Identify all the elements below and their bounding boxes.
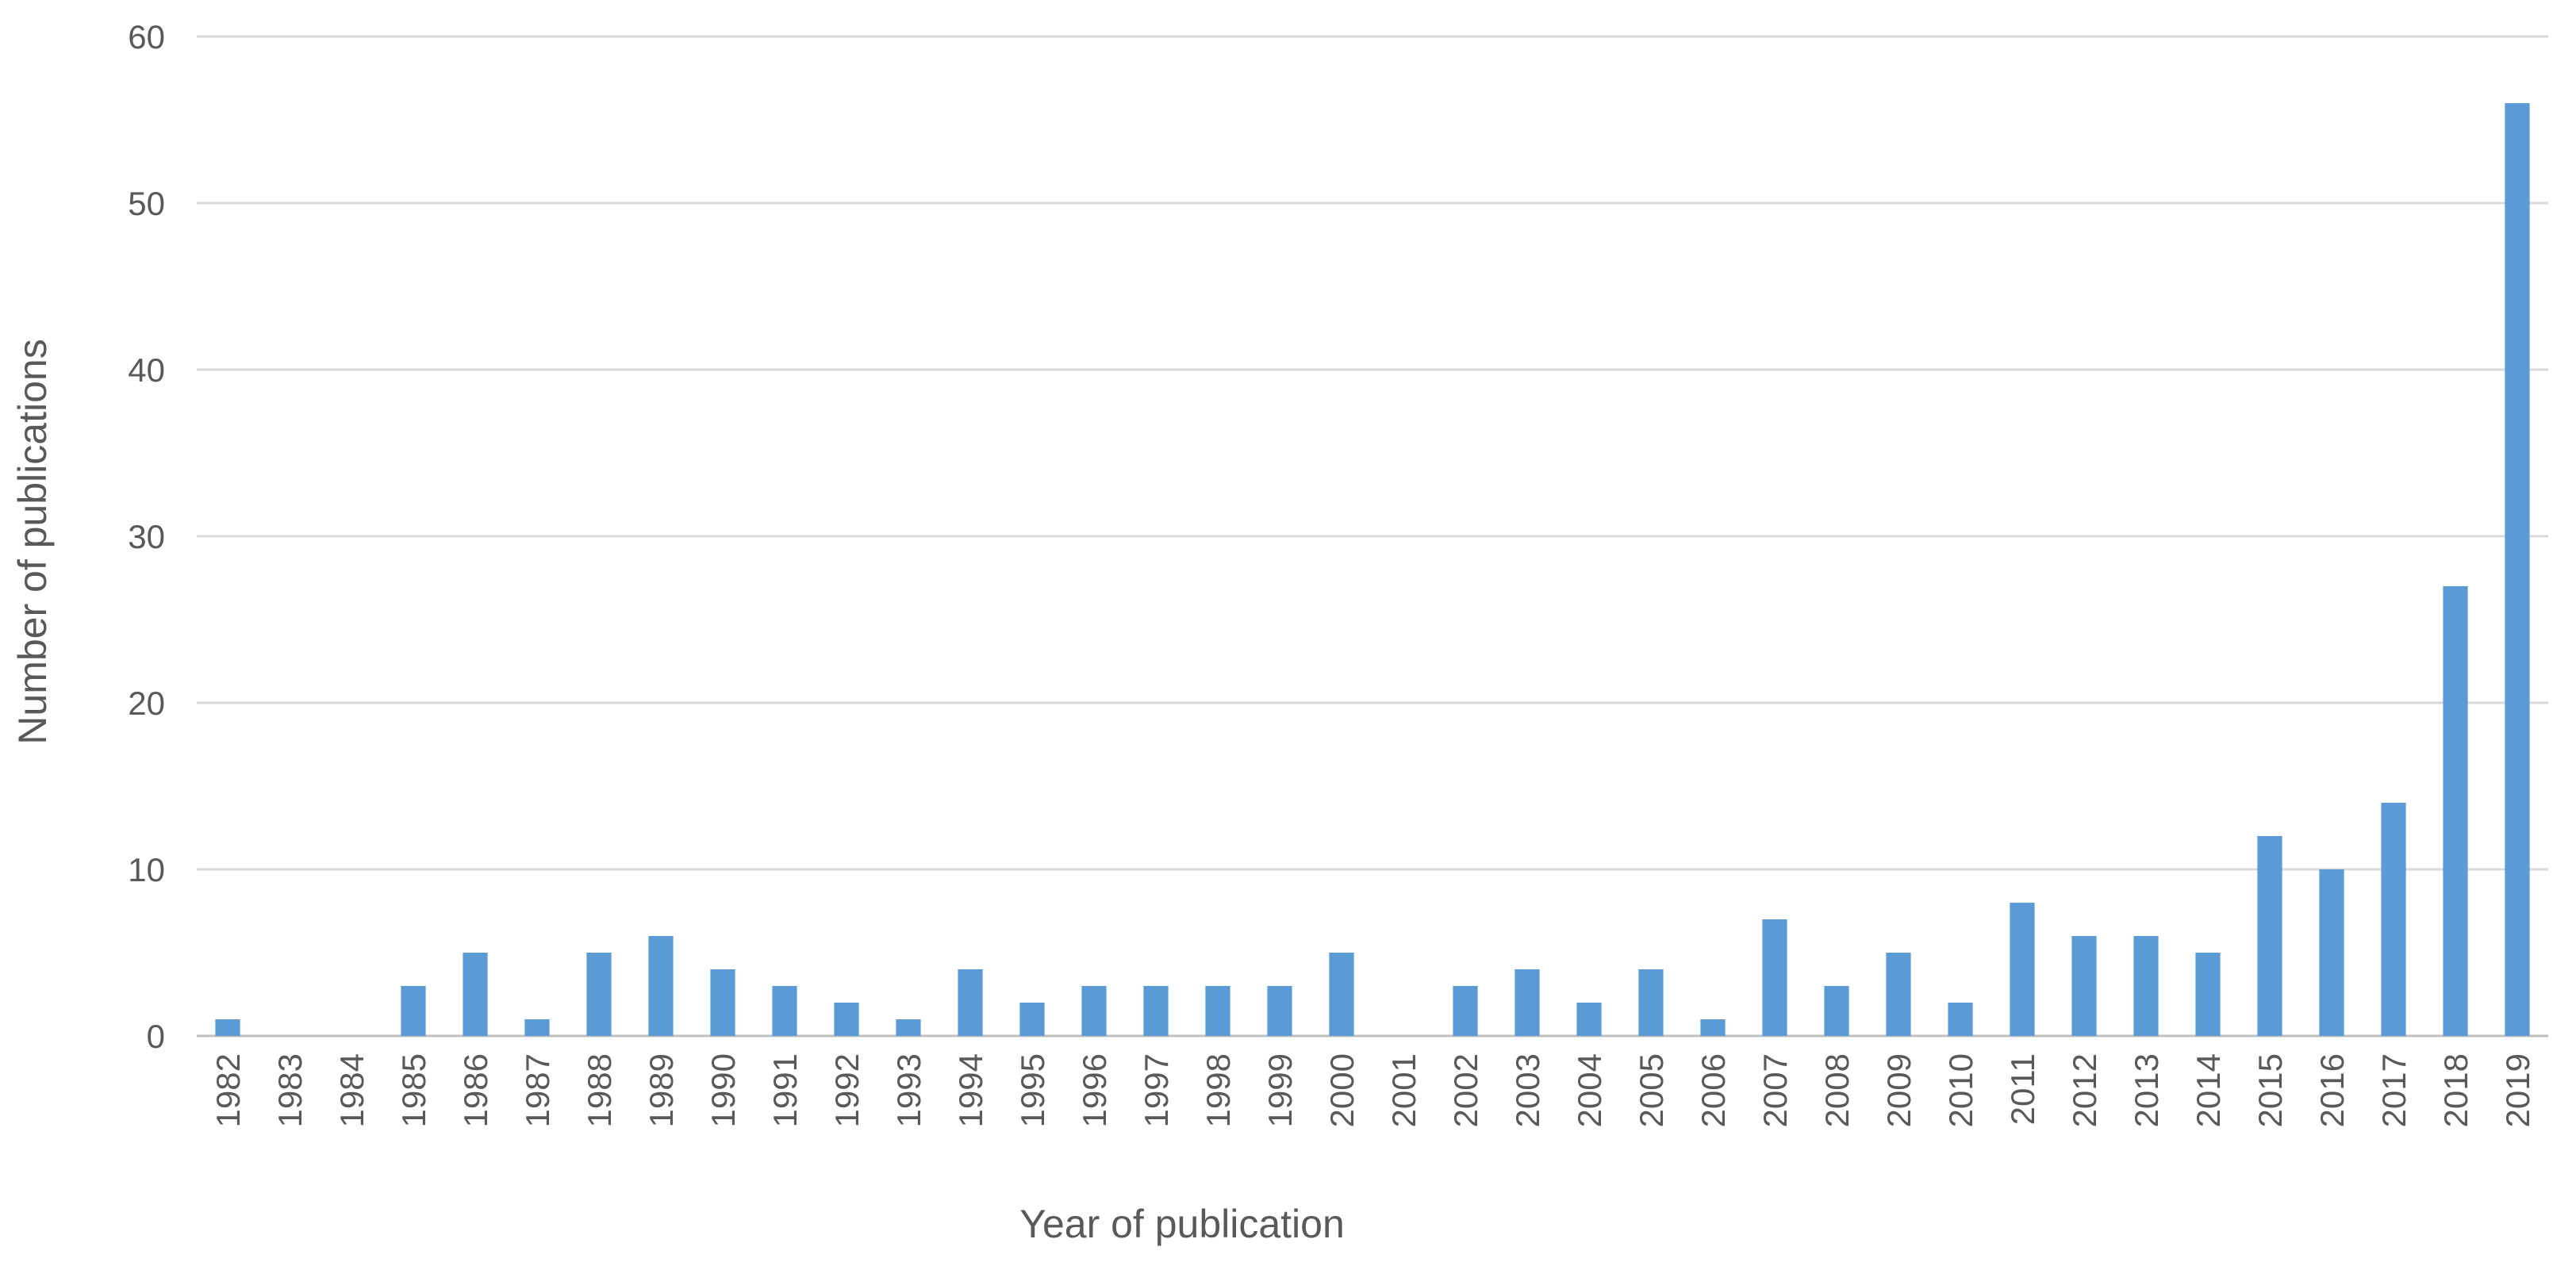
x-tick-label: 2006 <box>1695 1053 1732 1127</box>
bar <box>1700 1019 1726 1036</box>
bar <box>1019 1003 1045 1036</box>
x-tick-label: 1988 <box>581 1053 618 1127</box>
x-tick-label: 2017 <box>2375 1053 2413 1127</box>
y-tick-label: 20 <box>128 685 165 722</box>
bar <box>1329 953 1354 1036</box>
bar <box>2505 103 2530 1036</box>
bar <box>401 986 426 1036</box>
x-tick-label: 1999 <box>1261 1053 1299 1127</box>
x-tick-label: 2009 <box>1880 1053 1918 1127</box>
x-tick-label: 1998 <box>1200 1053 1237 1127</box>
y-tick-label: 10 <box>128 851 165 888</box>
bar <box>586 953 612 1036</box>
bar <box>2195 953 2221 1036</box>
x-tick-label: 1984 <box>333 1053 370 1127</box>
bar <box>2071 936 2097 1036</box>
bar <box>1453 986 1478 1036</box>
x-tick-label: 1994 <box>952 1053 989 1127</box>
x-tick-label: 2008 <box>1818 1053 1856 1127</box>
x-tick-label: 2004 <box>1571 1053 1608 1127</box>
x-tick-label: 1995 <box>1014 1053 1051 1127</box>
bar <box>1886 953 1911 1036</box>
y-tick-label: 60 <box>128 18 165 56</box>
x-tick-label: 1985 <box>395 1053 432 1127</box>
x-tick-label: 2011 <box>2004 1053 2041 1125</box>
bar <box>2257 836 2282 1036</box>
x-tick-label: 1987 <box>519 1053 556 1127</box>
y-tick-label: 30 <box>128 518 165 555</box>
bar <box>834 1003 859 1036</box>
bar <box>524 1019 550 1036</box>
bar <box>1824 986 1849 1036</box>
bar <box>1762 919 1787 1036</box>
bar <box>2443 586 2468 1036</box>
x-tick-label: 2001 <box>1385 1053 1422 1127</box>
bar <box>2319 869 2344 1036</box>
x-tick-label: 2000 <box>1323 1053 1361 1127</box>
x-tick-label: 1991 <box>766 1053 804 1127</box>
bar <box>896 1019 921 1036</box>
bar <box>1948 1003 1973 1036</box>
bar <box>772 986 797 1036</box>
x-tick-label: 2019 <box>2499 1053 2536 1127</box>
bar <box>1267 986 1292 1036</box>
y-tick-label: 0 <box>147 1018 165 1055</box>
bar <box>1205 986 1230 1036</box>
x-tick-label: 1996 <box>1076 1053 1113 1127</box>
x-axis-title: Year of publication <box>1019 1202 1345 1246</box>
x-tick-label: 2010 <box>1942 1053 1979 1127</box>
x-tick-label: 2018 <box>2437 1053 2474 1127</box>
bar <box>1515 969 1540 1036</box>
y-tick-label: 50 <box>128 185 165 222</box>
x-tick-label: 2015 <box>2252 1053 2289 1127</box>
x-tick-label: 2013 <box>2128 1053 2165 1127</box>
x-tick-label: 1992 <box>828 1053 866 1127</box>
bar <box>1638 969 1664 1036</box>
x-tick-label: 2003 <box>1509 1053 1546 1127</box>
bar <box>2381 803 2406 1036</box>
bar <box>648 936 674 1036</box>
bar <box>2010 903 2035 1036</box>
bar <box>958 969 983 1036</box>
bar <box>1081 986 1107 1036</box>
y-tick-label: 40 <box>128 351 165 389</box>
x-tick-label: 2002 <box>1447 1053 1484 1127</box>
x-tick-label: 2007 <box>1756 1053 1794 1127</box>
bar <box>1143 986 1169 1036</box>
x-tick-label: 1986 <box>457 1053 494 1127</box>
x-tick-label: 2005 <box>1633 1053 1670 1127</box>
bar <box>1576 1003 1602 1036</box>
bar <box>215 1019 240 1036</box>
x-tick-label: 1983 <box>271 1053 309 1127</box>
x-tick-label: 1989 <box>643 1053 680 1127</box>
x-tick-label: 1982 <box>209 1053 247 1127</box>
x-tick-label: 1997 <box>1138 1053 1175 1127</box>
bar <box>710 969 735 1036</box>
x-tick-label: 1990 <box>704 1053 742 1127</box>
x-tick-label: 2012 <box>2066 1053 2103 1127</box>
bar <box>2133 936 2159 1036</box>
x-tick-label: 2016 <box>2313 1053 2351 1127</box>
x-tick-label: 1993 <box>890 1053 927 1127</box>
bar <box>463 953 488 1036</box>
y-axis-title: Number of publications <box>10 339 55 744</box>
x-tick-label: 2014 <box>2190 1053 2227 1127</box>
